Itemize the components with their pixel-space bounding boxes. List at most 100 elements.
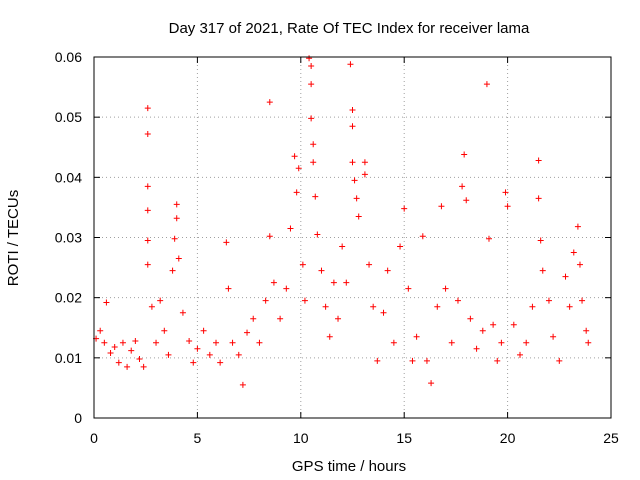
data-point xyxy=(308,81,315,88)
data-point xyxy=(366,261,373,268)
data-point xyxy=(413,333,420,340)
data-point xyxy=(97,327,104,334)
data-point xyxy=(310,141,317,148)
data-point xyxy=(223,239,230,246)
data-point xyxy=(124,363,131,370)
data-point xyxy=(308,115,315,122)
data-point xyxy=(401,205,408,212)
x-tick-label: 15 xyxy=(396,430,412,446)
data-point xyxy=(322,303,329,310)
data-point xyxy=(353,195,360,202)
data-point xyxy=(169,267,176,274)
data-point xyxy=(504,203,511,210)
data-point xyxy=(266,99,273,106)
y-tick-label: 0.02 xyxy=(55,290,82,306)
data-point xyxy=(206,351,213,358)
data-point xyxy=(144,183,151,190)
grid xyxy=(94,57,611,418)
x-tick-label: 20 xyxy=(500,430,516,446)
data-point xyxy=(144,237,151,244)
data-point xyxy=(144,105,151,112)
data-point xyxy=(330,279,337,286)
data-point xyxy=(374,357,381,364)
data-point xyxy=(428,380,435,387)
data-point xyxy=(132,337,139,344)
data-point xyxy=(235,351,242,358)
data-point xyxy=(535,157,542,164)
data-point xyxy=(148,303,155,310)
data-point xyxy=(454,297,461,304)
data-point xyxy=(490,321,497,328)
y-tick-label: 0.05 xyxy=(55,109,82,125)
data-point xyxy=(144,131,151,138)
x-tick-label: 5 xyxy=(194,430,202,446)
data-point xyxy=(136,356,143,363)
data-point xyxy=(494,357,501,364)
data-point xyxy=(409,357,416,364)
data-point xyxy=(335,315,342,322)
data-point xyxy=(361,171,368,178)
data-point xyxy=(510,321,517,328)
data-point xyxy=(562,273,569,280)
data-point xyxy=(498,339,505,346)
data-point xyxy=(107,350,114,357)
data-point xyxy=(173,215,180,222)
data-point xyxy=(574,223,581,230)
y-axis-title: ROTI / TECUs xyxy=(5,190,22,286)
y-tick-label: 0.06 xyxy=(55,49,82,65)
data-point xyxy=(270,279,277,286)
data-point xyxy=(355,213,362,220)
data-point xyxy=(153,339,160,346)
data-point xyxy=(479,327,486,334)
data-point xyxy=(301,297,308,304)
data-point xyxy=(171,235,178,242)
data-points xyxy=(93,55,592,388)
data-point xyxy=(550,333,557,340)
data-point xyxy=(128,347,135,354)
data-point xyxy=(583,327,590,334)
data-point xyxy=(293,189,300,196)
data-point xyxy=(200,327,207,334)
data-point xyxy=(545,297,552,304)
y-tick-label: 0.03 xyxy=(55,230,82,246)
data-point xyxy=(299,261,306,268)
data-point xyxy=(225,285,232,292)
data-point xyxy=(483,81,490,88)
data-point xyxy=(380,309,387,316)
data-point xyxy=(423,357,430,364)
data-point xyxy=(361,159,368,166)
data-point xyxy=(576,261,583,268)
data-point xyxy=(523,339,530,346)
data-point xyxy=(566,303,573,310)
data-point xyxy=(165,351,172,358)
x-tick-label: 25 xyxy=(603,430,619,446)
data-point xyxy=(570,249,577,256)
data-point xyxy=(262,297,269,304)
data-point xyxy=(119,339,126,346)
data-point xyxy=(213,339,220,346)
data-point xyxy=(161,327,168,334)
data-point xyxy=(295,165,302,172)
data-point xyxy=(463,197,470,204)
data-point xyxy=(535,195,542,202)
data-point xyxy=(461,151,468,158)
x-tick-label: 10 xyxy=(293,430,309,446)
data-point xyxy=(349,123,356,130)
data-point xyxy=(467,315,474,322)
data-point xyxy=(556,357,563,364)
data-point xyxy=(266,233,273,240)
data-point xyxy=(175,255,182,262)
data-point xyxy=(308,63,315,70)
data-point xyxy=(283,285,290,292)
data-point xyxy=(585,339,592,346)
data-point xyxy=(349,159,356,166)
data-point xyxy=(485,235,492,242)
data-point xyxy=(140,363,147,370)
data-point xyxy=(312,193,319,200)
data-point xyxy=(314,231,321,238)
data-point xyxy=(419,233,426,240)
data-point xyxy=(347,61,354,68)
data-point xyxy=(459,183,466,190)
data-point xyxy=(517,351,524,358)
data-point xyxy=(318,267,325,274)
